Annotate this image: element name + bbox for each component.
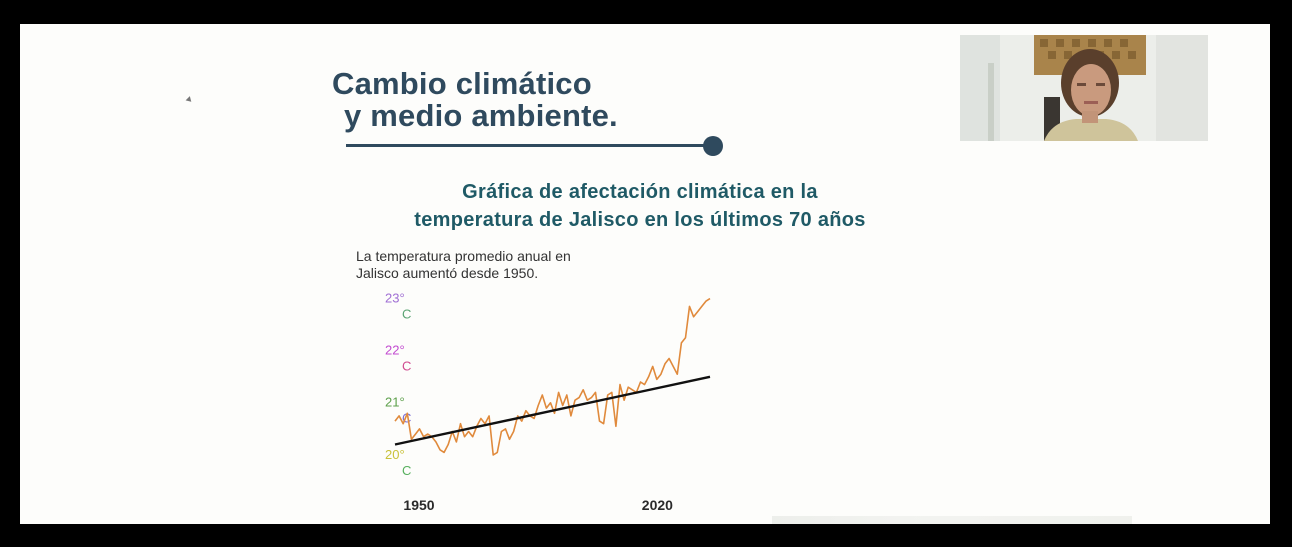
chart-subtitle-line-2: temperatura de Jalisco en los últimos 70… [414,209,866,231]
temperature-series-line [394,297,711,456]
y-tick-label: 22° [385,343,405,358]
y-tick-label: 21° [385,395,405,410]
screen-share-area: Cambio climático y medio ambiente. Gráfi… [20,24,1270,524]
mouse-cursor-icon [185,96,194,104]
y-tick-label: 20° [385,447,405,462]
chart-note-line-2: Jalisco aumentó desde 1950. [356,265,539,281]
chart-subtitle: Gráfica de afectación climática en la te… [290,178,990,234]
chart-subtitle-line-1: Gráfica de afectación climática en la [462,181,818,203]
y-tick-label: 23° [385,292,405,305]
chart-note: La temperatura promedio anual en Jalisco… [356,248,686,282]
y-tick-unit-label: C [402,359,411,374]
title-underline [346,144,714,147]
y-tick-unit-label: C [402,411,411,426]
blurred-footer-caption [772,516,1132,524]
title-underline-dot [703,136,723,156]
temperature-chart: 23° C 22° C 21° C 20° C 1950 2020 [350,292,720,524]
y-tick-unit-label: C [402,463,411,478]
slide-title: Cambio climático y medio ambiente. [332,68,618,132]
chart-note-line-1: La temperatura promedio anual en [356,248,571,264]
x-tick-label: 1950 [403,497,434,513]
x-tick-label: 2020 [642,497,673,513]
webcam-thumbnail [960,35,1208,141]
trend-line [394,375,711,446]
slide-title-line-2: y medio ambiente. [344,98,618,133]
webcam-video-image [960,35,1208,141]
y-tick-unit-label: C [402,306,411,321]
slide-title-line-1: Cambio climático [332,66,592,101]
